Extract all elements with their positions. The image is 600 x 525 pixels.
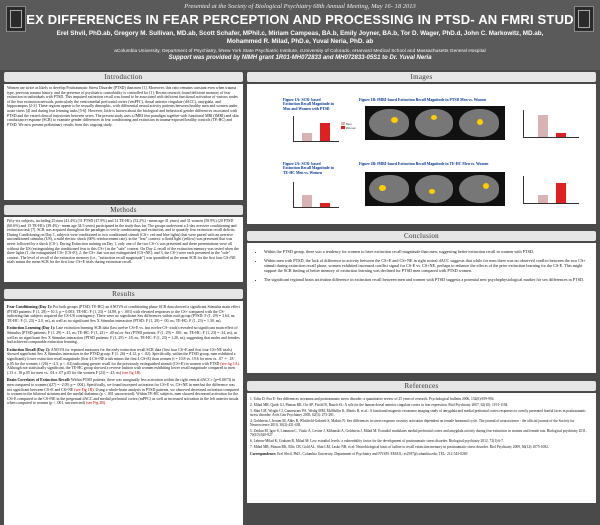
- fig2a-chart: [293, 182, 339, 208]
- fig1b-brain-axial: [459, 109, 499, 137]
- authors: Erel Shvil, PhD.ab, Gregory M. Sullivan,…: [56, 30, 544, 45]
- fig1a-legend-men: Men: [341, 122, 356, 126]
- fig1a-chart: [293, 116, 339, 142]
- introduction-heading: Introduction: [4, 72, 243, 82]
- introduction-body: Women are twice as likely to develop Pos…: [4, 84, 243, 200]
- conclusion-item: Within the PTSD group, there was a tende…: [264, 249, 593, 254]
- fig1b-brain-images: [365, 106, 505, 140]
- reference-item: 2. Milad MR, Quirk GJ, Pitman RK, Orr SP…: [250, 402, 509, 407]
- fig1a-caption: Figure 1A: SCR- based Extinction Recall …: [283, 98, 334, 111]
- results-extinction-learning: Extinction Learning (Day 1): Late extinc…: [7, 326, 240, 345]
- fig2b-brain-images: [365, 172, 505, 206]
- fig2b-caption: Figure 2B: fMRI-based Extinction Recall …: [359, 162, 489, 166]
- results-fear-conditioning: Fear Conditioning (Day 1): For both grou…: [7, 305, 240, 323]
- fig1a-bar-women: [320, 123, 330, 141]
- fig2b-brain-sagittal: [369, 175, 409, 203]
- reference-item: 5. Zeidan M, Igoe S, Linnman C, Vitalo A…: [250, 428, 587, 438]
- results-brain-correlates: Brain Correlates of Extinction Recall: W…: [7, 378, 239, 406]
- fig1b-caption: Figure 1B: fMRI-based Extinction Recall …: [359, 98, 487, 102]
- fig1b-chart: [523, 110, 579, 138]
- presented-at: Presented at the Society of Biological P…: [184, 3, 416, 10]
- introduction-text: Women are twice as likely to develop Pos…: [7, 86, 239, 127]
- methods-text: Fifty-six subjects, including 25 men (41…: [7, 219, 239, 265]
- references-heading: References: [247, 381, 596, 391]
- university-logo-left: [6, 6, 26, 32]
- reference-item: 1. Tolin D, Foa E: Sex differences in tr…: [250, 397, 495, 401]
- fig2b-bar-men: [538, 195, 548, 203]
- fig2b-brain-coronal: [415, 175, 453, 203]
- fig1b-brain-sagittal: [369, 109, 409, 137]
- images-heading: Images: [247, 72, 596, 82]
- poster-title: SEX DIFFERENCES IN FEAR PERCEPTION AND P…: [17, 12, 583, 27]
- affiliations: aColumbia University, Department of Psyc…: [114, 48, 486, 53]
- references-body: 1. Tolin D, Foa E: Sex differences in tr…: [247, 393, 596, 503]
- fig1a-legend-women: Women: [341, 126, 356, 130]
- reference-item: 4. Goldstein J, Jerram M, Abbs B, Whitfi…: [250, 418, 575, 427]
- results-heading: Results: [4, 289, 243, 299]
- fig1b-bar-men: [538, 115, 548, 137]
- fig2b-bar-women: [556, 183, 566, 203]
- fig1a-legend: Men Women: [341, 122, 356, 130]
- fig1a-bar-men: [302, 133, 312, 141]
- conclusion-body: Within the PTSD group, there was a tende…: [247, 243, 596, 373]
- fig1b-brain-coronal: [415, 109, 453, 137]
- right-column: Images Figure 1A: SCR- based Extinction …: [247, 72, 596, 503]
- left-column: Introduction Women are twice as likely t…: [4, 72, 243, 525]
- conclusion-item: Within men with PTSD, the lack of differ…: [264, 258, 593, 273]
- funding-support: Support was provided by NIMH grant 1R01-…: [168, 55, 432, 61]
- conclusion-item: The significant regional brain activatio…: [264, 277, 593, 282]
- conclusion-heading: Conclusion: [247, 231, 596, 241]
- results-extinction-recall: Extinction Recall (Day 2): ANOVA for rep…: [7, 347, 240, 375]
- university-logo-right: [574, 6, 594, 32]
- reference-item: 7. Milad MR, Pitman RK, Ellis CB, Gold A…: [250, 444, 549, 449]
- methods-body: Fifty-six subjects, including 25 men (41…: [4, 217, 243, 282]
- results-body: Fear Conditioning (Day 1): For both grou…: [4, 301, 243, 525]
- fig2a-bar-men: [302, 195, 312, 207]
- fig1b-bar-women: [556, 133, 566, 137]
- correspondence: Correspondence: Erel Shvil, PhD., Columb…: [250, 451, 468, 456]
- poster-header: Presented at the Society of Biological P…: [0, 0, 600, 70]
- reference-item: 3. Shin LM, Wright CI, Cannistraro PA, W…: [250, 408, 586, 417]
- fig2b-chart: [523, 176, 579, 204]
- fig2a-caption: Figure 2A: SCR- based Extinction Recall …: [283, 162, 334, 175]
- methods-heading: Methods: [4, 205, 243, 215]
- fig2a-bar-women: [320, 203, 330, 207]
- conclusion-list: Within the PTSD group, there was a tende…: [250, 249, 593, 282]
- figures-panel: Figure 1A: SCR- based Extinction Recall …: [247, 84, 596, 224]
- fig2b-brain-axial: [459, 175, 499, 203]
- reference-item: 6. Lebron-Milad K, Graham B, Milad M: Lo…: [250, 438, 504, 443]
